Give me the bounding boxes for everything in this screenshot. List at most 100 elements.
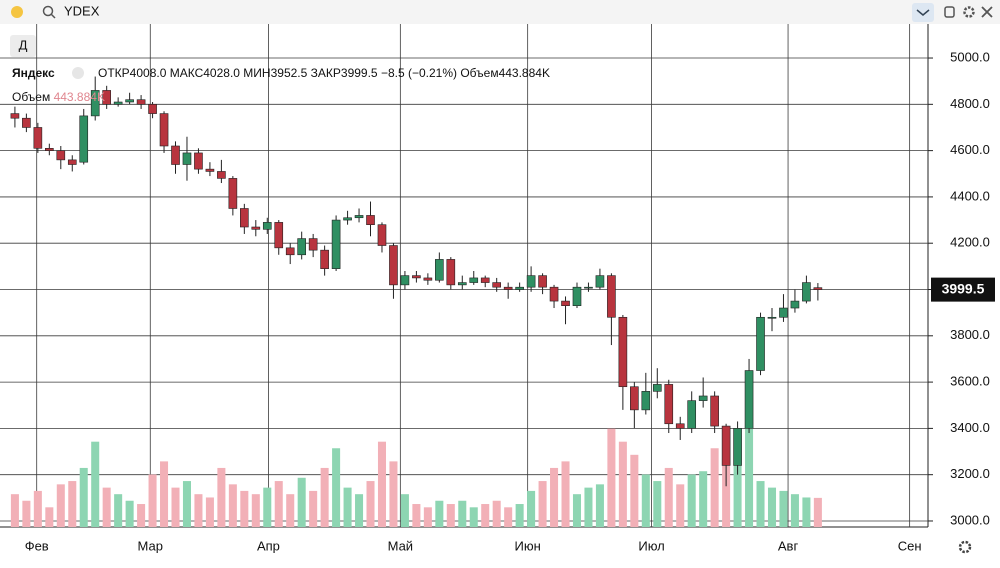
volume-bar <box>458 500 467 527</box>
symbol[interactable]: YDEX <box>64 3 100 18</box>
volume-bar <box>274 481 283 527</box>
volume-bar <box>435 500 444 527</box>
y-tick-label: 4600.0 <box>950 142 990 157</box>
period-button[interactable] <box>10 35 36 57</box>
y-tick-label: 4400.0 <box>950 188 990 203</box>
legend-label: МИН <box>243 66 270 80</box>
candle-body <box>687 400 697 429</box>
volume-legend: Объем 443.884K <box>12 90 105 104</box>
candle-body <box>102 90 111 105</box>
legend-value: 4028.0 <box>203 66 240 80</box>
close-icon[interactable] <box>981 6 993 18</box>
candle-body <box>480 277 490 283</box>
candle-body <box>228 178 238 209</box>
candle-body <box>607 275 616 318</box>
legend-value: 443.884K <box>499 66 550 80</box>
volume-bar <box>664 467 673 527</box>
volume-bar <box>630 454 639 527</box>
candle-body <box>366 215 375 225</box>
search-icon[interactable] <box>42 5 56 19</box>
y-tick-label: 4800.0 <box>950 96 990 111</box>
legend-label: Объем <box>12 90 50 104</box>
volume-bar <box>160 461 169 527</box>
volume-bar <box>699 471 708 527</box>
candle-body <box>538 275 547 288</box>
candle-body <box>194 152 203 170</box>
chart-settings-icon[interactable] <box>958 540 972 554</box>
legend-toggle[interactable] <box>72 67 84 79</box>
candle-body <box>10 113 20 119</box>
candle-body <box>182 152 192 165</box>
volume-bar <box>171 487 180 527</box>
volume-bar <box>710 448 719 527</box>
candle-body <box>240 208 249 228</box>
x-tick-label: Июл <box>638 538 664 553</box>
volume-bar <box>114 494 123 527</box>
candle-body <box>813 287 823 290</box>
volume-bar <box>297 477 306 527</box>
legend-value: 443.884K <box>54 90 105 104</box>
legend-label: ЗАКР <box>311 66 341 80</box>
period-label[interactable]: Д <box>19 37 28 52</box>
volume-bar <box>687 474 696 527</box>
candle-body <box>503 286 513 290</box>
top-bar <box>0 0 1000 24</box>
candle-body <box>435 259 444 281</box>
candle-body <box>630 386 639 411</box>
volume-bar <box>182 481 191 527</box>
settings-icon[interactable] <box>963 6 975 18</box>
volume-bar <box>10 494 19 527</box>
candle-body <box>652 384 662 392</box>
y-tick-label: 5000.0 <box>950 49 990 64</box>
volume-bar <box>584 487 593 527</box>
candle-body <box>33 127 43 149</box>
status-dot <box>11 6 23 18</box>
candle-body <box>274 222 284 249</box>
candle-body <box>664 384 674 425</box>
candle-body <box>331 219 341 269</box>
volume-bar <box>423 507 432 527</box>
volume-bar <box>561 461 570 527</box>
volume-bar <box>767 487 777 527</box>
volume-bar <box>504 507 513 527</box>
volume-bar <box>194 494 203 527</box>
volume-bar <box>217 467 226 527</box>
volume-bar <box>469 507 478 527</box>
candle-body <box>733 428 742 466</box>
volume-bar <box>240 490 249 527</box>
legend-value: 3999.5 <box>341 66 378 80</box>
candle-body <box>308 238 318 251</box>
candle-body <box>171 145 180 165</box>
volume-bar <box>676 484 685 527</box>
dropdown-button[interactable] <box>912 3 934 22</box>
x-tick-label: Сен <box>898 538 922 553</box>
volume-bar <box>446 504 455 527</box>
volume-bar <box>33 490 42 527</box>
legend-value: 4008.0 <box>130 66 167 80</box>
candle-body <box>262 222 272 230</box>
volume-bar <box>355 494 364 527</box>
volume-bar <box>263 487 272 527</box>
volume-bar <box>802 497 811 527</box>
x-tick-label: Июн <box>515 538 541 553</box>
x-tick-label: Апр <box>257 538 280 553</box>
volume-bar <box>527 490 536 527</box>
window-icon[interactable] <box>944 6 955 18</box>
x-tick-label: Май <box>388 538 413 553</box>
volume-bar <box>56 484 65 527</box>
candle-body <box>423 277 433 281</box>
legend-change: −8.5 (−0.21%) <box>381 66 457 80</box>
volume-bar <box>595 484 604 527</box>
candle-body <box>79 115 89 163</box>
x-tick-label: Авг <box>778 538 799 553</box>
volume-bar <box>641 474 650 527</box>
price-tag <box>931 277 995 302</box>
candle-body <box>217 171 226 179</box>
legend-label: Объем <box>460 66 498 80</box>
legend-label: ОТКР <box>98 66 130 80</box>
candle-body <box>148 104 157 114</box>
volume-bar <box>125 500 134 527</box>
candle-body <box>595 275 605 288</box>
candle-body <box>400 275 410 286</box>
volume-bar <box>550 467 559 527</box>
